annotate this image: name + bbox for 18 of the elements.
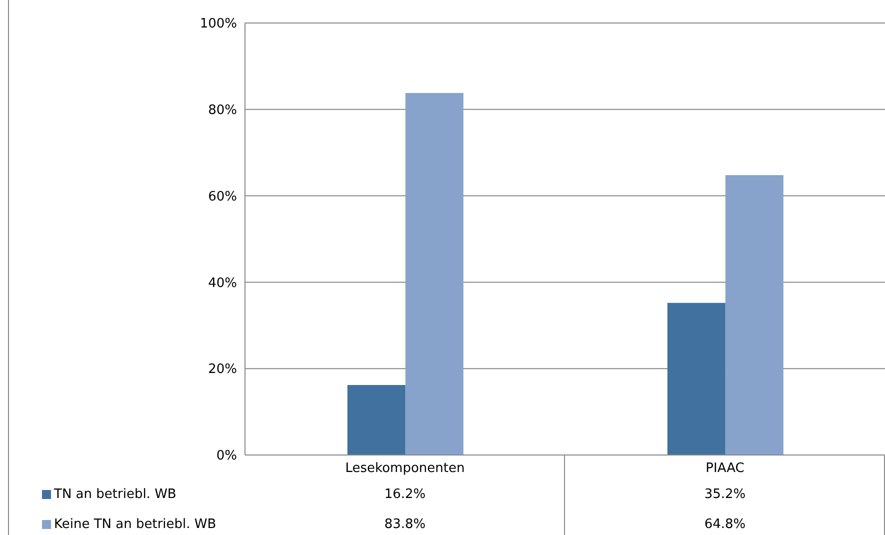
y-tick-label: 80%	[208, 103, 237, 118]
x-tick-label: Lesekomponenten	[345, 461, 465, 476]
text: 16.2%	[384, 487, 426, 502]
x-tick-label: PIAAC	[706, 461, 744, 476]
legend-label: TN an betriebl. WB	[54, 487, 176, 502]
bar	[725, 175, 784, 455]
text: 64.8%	[704, 517, 746, 532]
text: 83.8%	[384, 517, 426, 532]
y-tick-label: 40%	[208, 276, 237, 291]
bar	[405, 92, 464, 455]
y-tick-label: 60%	[208, 189, 237, 204]
legend-label: Keine TN an betriebl. WB	[54, 517, 216, 532]
y-tick-label: 100%	[200, 16, 237, 32]
y-tick-label: 20%	[208, 362, 237, 378]
y-tick-label: 0%	[216, 448, 237, 464]
bar	[667, 302, 726, 455]
bar	[347, 385, 406, 455]
text: 35.2%	[704, 487, 746, 502]
